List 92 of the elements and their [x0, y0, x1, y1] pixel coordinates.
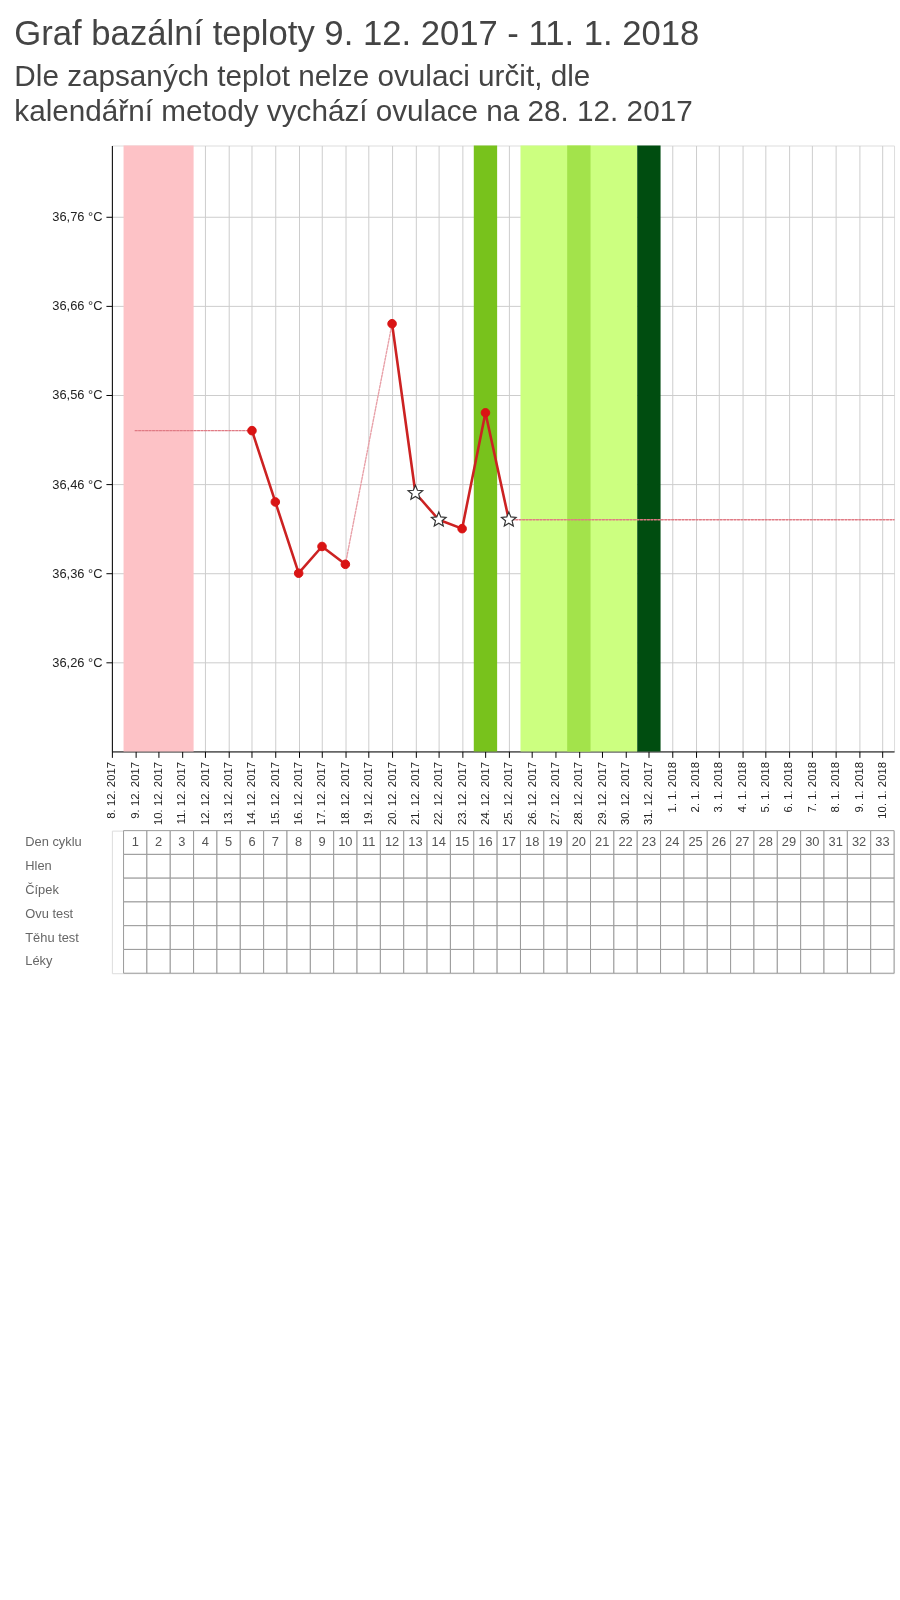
data-label: 32 [851, 834, 867, 850]
x-tick-label: 14. 12. 2017 [245, 761, 258, 826]
y-tick-label: 36,56 °C [52, 387, 103, 403]
x-tick-label: 8. 1. 2018 [829, 761, 842, 813]
data-label: 17 [501, 834, 516, 850]
data-label: 28 [758, 834, 773, 850]
data-label: 15 [454, 834, 470, 850]
data-label: 8 [295, 834, 303, 850]
data-label: 5 [225, 834, 233, 850]
data-label: 10 [338, 834, 353, 850]
x-tick-label: 4. 1. 2018 [735, 761, 748, 813]
x-tick-label: 15. 12. 2017 [268, 761, 281, 826]
y-tick-label: Hlen [25, 858, 52, 874]
x-tick-label: 11. 12. 2017 [175, 761, 188, 825]
x-tick-label: 2. 1. 2018 [689, 761, 702, 813]
point [270, 497, 281, 507]
point [317, 541, 327, 552]
data-label: 26 [711, 834, 727, 850]
point [457, 523, 467, 534]
point [407, 484, 424, 500]
y-tick-label: Ovu test [25, 905, 74, 921]
x-tick-label: 30. 12. 2017 [619, 761, 632, 826]
data-label: 31 [828, 834, 843, 850]
y-tick-label: Den cyklu [25, 834, 82, 850]
data-label: 12 [384, 834, 400, 850]
point [247, 425, 257, 436]
x-tick-label: 18. 12. 2017 [338, 761, 351, 826]
x-tick-label: 6. 1. 2018 [782, 761, 795, 813]
x-tick-label: 22. 12. 2017 [432, 761, 445, 826]
data-label: 25 [688, 834, 703, 850]
data-label: 19 [548, 834, 563, 850]
x-tick-label: 9. 1. 2018 [852, 761, 865, 813]
x-tick-label: 10. 1. 2018 [875, 761, 888, 819]
y-tick-label: 36,46 °C [52, 476, 103, 492]
chart-subtitle: Dle zapsaných teplot nelze ovulaci určit, dle kalendářní metody vychází ovulace na 28. 12. 2017 [14, 58, 693, 128]
data-label: 16 [478, 834, 493, 850]
y-tick-label: 36,76 °C [52, 209, 103, 225]
data-label: 33 [875, 834, 890, 850]
x-tick-label: 5. 1. 2018 [759, 761, 772, 813]
data-label: 23 [641, 834, 657, 850]
data-label: 2 [155, 834, 163, 850]
y-tick-label: Těhu test [25, 929, 80, 945]
x-tick-label: 29. 12. 2017 [595, 761, 608, 826]
data-label: 11 [362, 834, 376, 850]
data-label: 22 [618, 834, 633, 850]
point [480, 408, 491, 418]
data-label: 14 [431, 834, 446, 850]
x-tick-label: 21. 12. 2017 [408, 761, 421, 826]
chart-title: Graf bazální teploty 9. 12. 2017 - 11. 1. 2018 [14, 14, 700, 52]
data-label: 7 [271, 834, 279, 850]
x-tick-label: 27. 12. 2017 [548, 761, 561, 826]
data-label: 4 [201, 834, 209, 850]
data-label: 27 [735, 834, 750, 850]
x-tick-label: 1. 1. 2018 [665, 761, 678, 813]
data-label: 21 [595, 834, 610, 850]
point [340, 559, 351, 570]
data-label: 6 [248, 834, 256, 850]
x-tick-label: 12. 12. 2017 [198, 761, 211, 826]
data-label: 29 [781, 834, 797, 850]
data-label: 18 [525, 834, 540, 850]
y-tick-label: 36,36 °C [52, 565, 103, 581]
x-tick-label: 8. 12. 2017 [105, 761, 118, 819]
y-tick-label: 36,26 °C [52, 654, 103, 670]
y-tick-label: Léky [25, 953, 53, 969]
x-tick-label: 20. 12. 2017 [385, 761, 398, 826]
point [430, 511, 447, 527]
x-tick-label: 19. 12. 2017 [362, 761, 375, 826]
data-label: 13 [408, 834, 423, 850]
data-label: 1 [131, 834, 139, 850]
x-tick-label: 25. 12. 2017 [502, 761, 515, 826]
point [500, 511, 517, 527]
y-tick-label: 36,66 °C [52, 298, 103, 314]
x-tick-label: 7. 1. 2018 [805, 761, 818, 813]
x-tick-label: 9. 12. 2017 [128, 761, 141, 819]
x-tick-label: 3. 1. 2018 [712, 761, 725, 813]
point [293, 568, 304, 578]
x-tick-label: 26. 12. 2017 [525, 761, 538, 826]
point [387, 318, 397, 329]
x-tick-label: 16. 12. 2017 [292, 761, 305, 826]
x-tick-label: 24. 12. 2017 [478, 761, 491, 826]
x-tick-label: 31. 12. 2017 [642, 761, 655, 826]
data-label: 3 [178, 834, 186, 850]
x-tick-label: 17. 12. 2017 [315, 761, 328, 826]
x-tick-label: 23. 12. 2017 [455, 761, 468, 826]
x-tick-label: 10. 12. 2017 [152, 761, 165, 826]
data-label: 20 [571, 834, 587, 850]
data-label: 9 [318, 834, 326, 850]
x-tick-label: 28. 12. 2017 [572, 761, 585, 826]
y-tick-label: Čípek [25, 882, 60, 898]
data-label: 30 [805, 834, 820, 850]
data-label: 24 [665, 834, 680, 850]
x-tick-label: 13. 12. 2017 [222, 761, 235, 826]
